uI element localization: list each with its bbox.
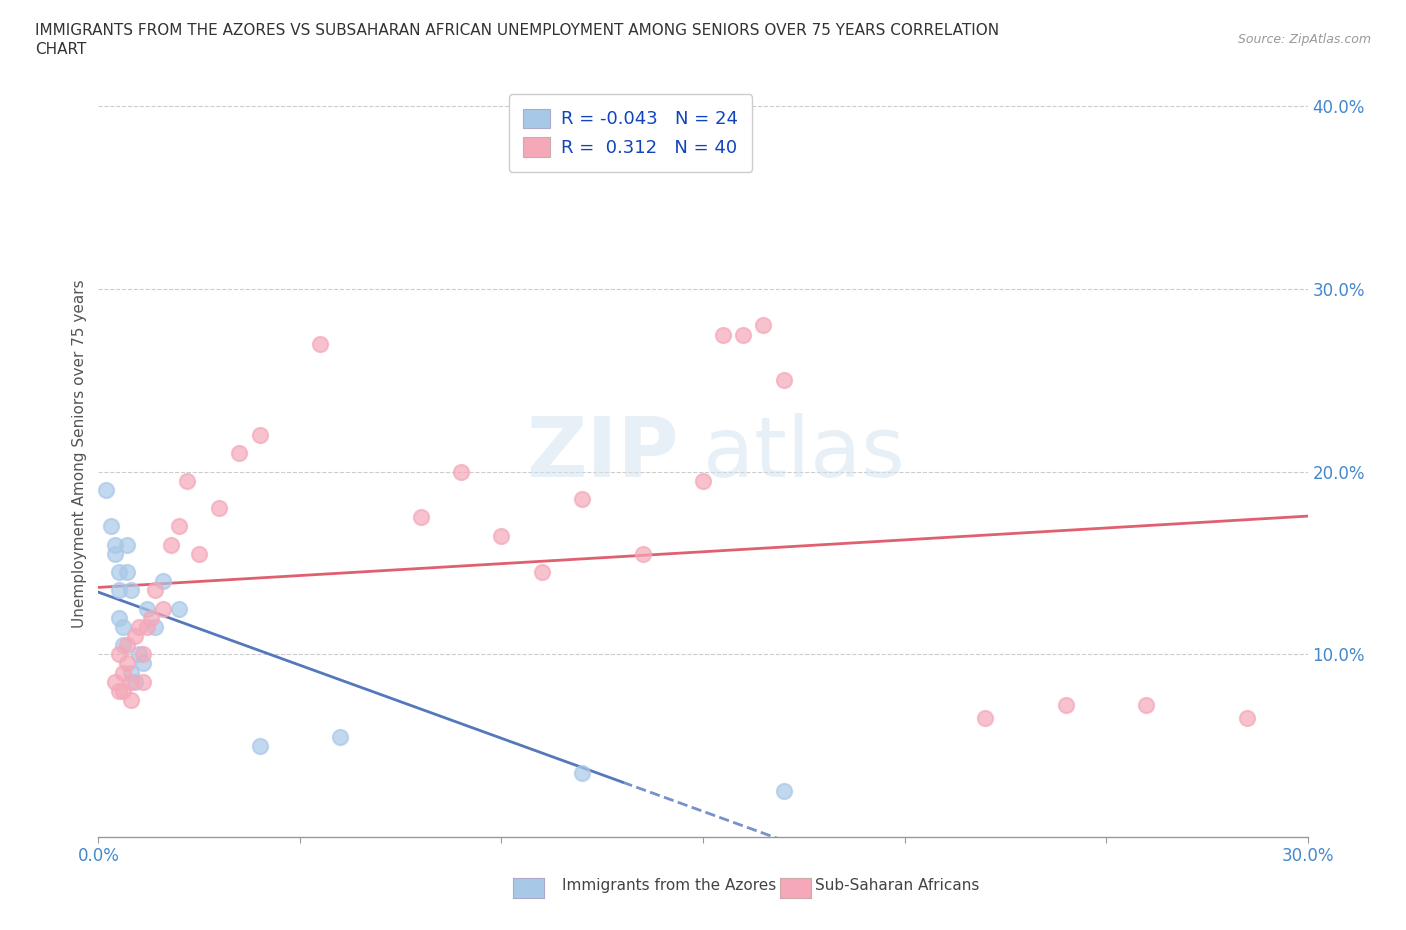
- Point: [1054, 698, 1077, 713]
- Text: CHART: CHART: [35, 42, 87, 57]
- Point: [188, 547, 211, 562]
- Point: [103, 674, 125, 689]
- Point: [143, 619, 166, 634]
- Point: [1135, 698, 1157, 713]
- Point: [111, 638, 134, 653]
- Text: atlas: atlas: [703, 413, 904, 494]
- Point: [152, 601, 174, 616]
- Point: [128, 619, 150, 634]
- Point: [111, 619, 134, 634]
- Point: [249, 428, 271, 443]
- Point: [571, 765, 593, 780]
- Point: [107, 684, 129, 698]
- Point: [120, 674, 142, 689]
- Point: [111, 665, 134, 680]
- Legend: R = -0.043   N = 24, R =  0.312   N = 40: R = -0.043 N = 24, R = 0.312 N = 40: [509, 94, 752, 172]
- Point: [120, 693, 142, 708]
- Point: [115, 638, 138, 653]
- Point: [107, 565, 129, 579]
- Point: [692, 473, 714, 488]
- Point: [329, 729, 352, 744]
- Point: [135, 619, 157, 634]
- Text: Source: ZipAtlas.com: Source: ZipAtlas.com: [1237, 33, 1371, 46]
- Point: [115, 656, 138, 671]
- Point: [974, 711, 997, 725]
- Point: [530, 565, 553, 579]
- Text: Sub-Saharan Africans: Sub-Saharan Africans: [815, 878, 980, 893]
- Point: [167, 519, 190, 534]
- Point: [128, 647, 150, 662]
- Point: [772, 784, 794, 799]
- Point: [733, 327, 755, 342]
- Text: ZIP: ZIP: [526, 413, 679, 494]
- Point: [107, 610, 129, 625]
- Point: [135, 601, 157, 616]
- Point: [100, 519, 122, 534]
- Point: [103, 538, 125, 552]
- Point: [120, 583, 142, 598]
- Text: Immigrants from the Azores: Immigrants from the Azores: [562, 878, 776, 893]
- Point: [711, 327, 734, 342]
- Point: [176, 473, 198, 488]
- Point: [772, 373, 794, 388]
- Point: [103, 547, 125, 562]
- Point: [115, 538, 138, 552]
- Point: [132, 674, 155, 689]
- Point: [132, 647, 155, 662]
- Point: [571, 492, 593, 507]
- Point: [124, 629, 146, 644]
- Point: [631, 547, 654, 562]
- Point: [309, 337, 332, 352]
- Point: [228, 446, 250, 461]
- Point: [1236, 711, 1258, 725]
- Point: [450, 464, 472, 479]
- Point: [752, 318, 775, 333]
- Point: [491, 528, 513, 543]
- Point: [208, 500, 231, 515]
- Point: [249, 738, 271, 753]
- Point: [107, 583, 129, 598]
- Point: [160, 538, 183, 552]
- Y-axis label: Unemployment Among Seniors over 75 years: Unemployment Among Seniors over 75 years: [72, 279, 87, 628]
- Point: [124, 674, 146, 689]
- Point: [152, 574, 174, 589]
- Point: [409, 510, 432, 525]
- Point: [115, 565, 138, 579]
- Text: IMMIGRANTS FROM THE AZORES VS SUBSAHARAN AFRICAN UNEMPLOYMENT AMONG SENIORS OVER: IMMIGRANTS FROM THE AZORES VS SUBSAHARAN…: [35, 23, 1000, 38]
- Point: [132, 656, 155, 671]
- Point: [120, 665, 142, 680]
- Point: [96, 483, 118, 498]
- Point: [143, 583, 166, 598]
- Point: [111, 684, 134, 698]
- Point: [107, 647, 129, 662]
- Point: [139, 610, 162, 625]
- Point: [167, 601, 190, 616]
